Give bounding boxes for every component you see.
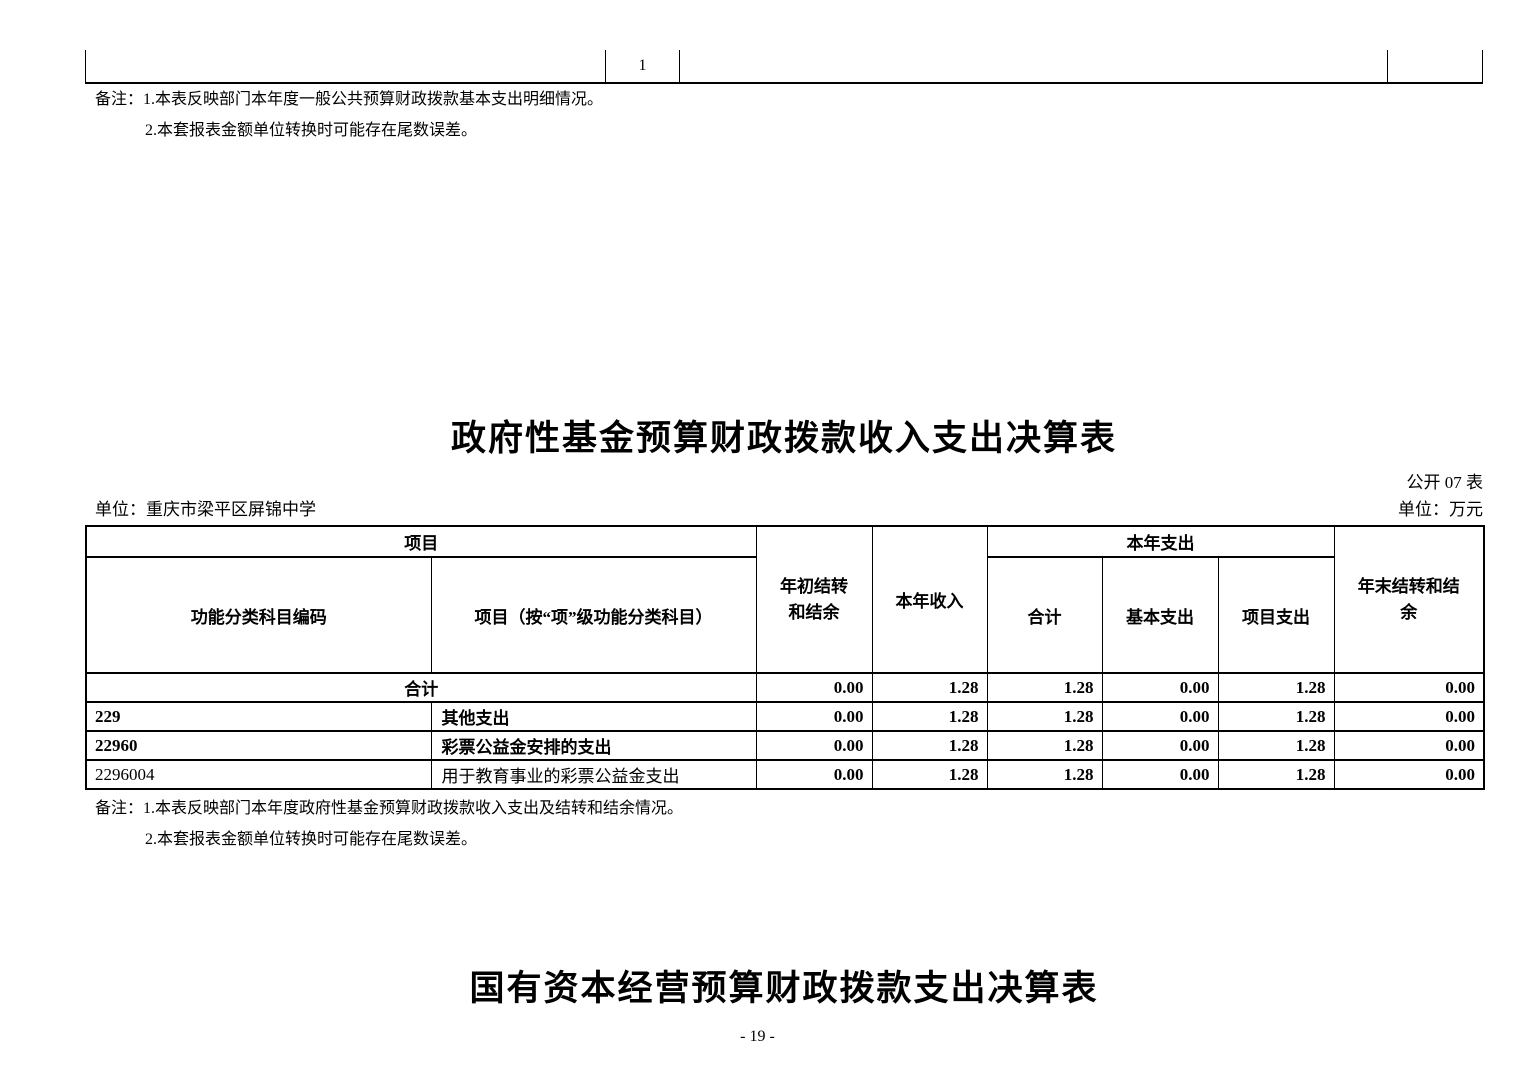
header-basic-expense: 基本支出	[1101, 556, 1219, 674]
value-cell: 0.00	[1101, 701, 1219, 732]
value-cell: 1.28	[871, 730, 988, 761]
header-project-group: 项目	[85, 525, 757, 558]
value-cell: 1.28	[986, 759, 1103, 790]
fragment-cell-empty-3	[1388, 50, 1482, 82]
value-cell: 0.00	[755, 672, 873, 703]
gov-fund-table: 项目 年初结转 和结余 本年收入 本年支出 年末结转和结 余 功能分类科目编码 …	[85, 525, 1485, 790]
notes-top-line2: 2.本套报表金额单位转换时可能存在尾数误差。	[145, 122, 478, 139]
notes-bottom-text1: 1.本表反映部门本年度政府性基金预算财政拨款收入支出及结转和结余情况。	[143, 800, 684, 817]
value-cell: 1.28	[1217, 759, 1335, 790]
value-cell: 1.28	[1217, 672, 1335, 703]
header-begin-balance: 年初结转 和结余	[755, 525, 873, 674]
header-row-1: 项目 年初结转 和结余 本年收入 本年支出 年末结转和结 余	[85, 525, 1485, 674]
unit-currency-label: 单位：万元	[1398, 500, 1483, 519]
header-year-income: 本年收入	[871, 525, 988, 674]
table-code-label: 公开 07 表	[1406, 473, 1484, 492]
value-cell: 0.00	[1333, 759, 1485, 790]
value-cell: 1.28	[871, 759, 988, 790]
state-owned-capital-table-title: 国有资本经营预算财政拨款支出决算表	[469, 969, 1099, 1008]
value-cell: 0.00	[755, 759, 873, 790]
value-cell: 1.28	[986, 672, 1103, 703]
value-cell: 0.00	[755, 730, 873, 761]
item-cell: 彩票公益金安排的支出	[430, 730, 757, 761]
value-cell: 1.28	[1217, 701, 1335, 732]
table-row-2296004: 2296004 用于教育事业的彩票公益金支出 0.00 1.28 1.28 0.…	[85, 759, 1485, 790]
notes-top-prefix: 备注：	[95, 91, 144, 108]
page-number: - 19 -	[740, 1028, 775, 1045]
header-project-expense: 项目支出	[1217, 556, 1335, 674]
header-year-expense-group: 本年支出	[986, 525, 1335, 558]
fragment-cell-empty-2	[680, 50, 1388, 82]
row-total-label: 合计	[85, 672, 757, 703]
header-item: 项目（按“项”级功能分类科目）	[430, 556, 757, 674]
unit-organization-label: 单位：重庆市梁平区屏锦中学	[95, 500, 316, 519]
header-end-balance: 年末结转和结 余	[1333, 525, 1485, 674]
notes-top: 备注：1.本表反映部门本年度一般公共预算财政拨款基本支出明细情况。 2.本套报表…	[95, 90, 603, 141]
value-cell: 0.00	[1101, 672, 1219, 703]
header-total: 合计	[986, 556, 1103, 674]
item-cell: 用于教育事业的彩票公益金支出	[430, 759, 757, 790]
func-code-cell: 229	[85, 701, 432, 732]
item-cell: 其他支出	[430, 701, 757, 732]
value-cell: 0.00	[755, 701, 873, 732]
notes-bottom-line2: 2.本套报表金额单位转换时可能存在尾数误差。	[145, 831, 478, 848]
value-cell: 0.00	[1101, 730, 1219, 761]
header-func-code: 功能分类科目编码	[85, 556, 432, 674]
value-cell: 0.00	[1333, 730, 1485, 761]
gov-fund-table-title: 政府性基金预算财政拨款收入支出决算表	[450, 419, 1117, 458]
value-cell: 1.28	[871, 701, 988, 732]
previous-table-fragment: 1	[85, 50, 1483, 84]
table-row-22960: 22960 彩票公益金安排的支出 0.00 1.28 1.28 0.00 1.2…	[85, 730, 1485, 761]
notes-bottom-prefix: 备注：	[95, 800, 144, 817]
value-cell: 0.00	[1333, 701, 1485, 732]
value-cell: 0.00	[1101, 759, 1219, 790]
func-code-cell: 22960	[85, 730, 432, 761]
table-row-229: 229 其他支出 0.00 1.28 1.28 0.00 1.28 0.00	[85, 701, 1485, 732]
value-cell: 1.28	[1217, 730, 1335, 761]
value-cell: 0.00	[1333, 672, 1485, 703]
table-row-total: 合计 0.00 1.28 1.28 0.00 1.28 0.00	[85, 672, 1485, 703]
value-cell: 1.28	[871, 672, 988, 703]
notes-bottom-line1: 备注：1.本表反映部门本年度政府性基金预算财政拨款收入支出及结转和结余情况。	[95, 799, 683, 819]
fragment-cell-empty-1	[86, 50, 606, 82]
header-row-2: 功能分类科目编码 项目（按“项”级功能分类科目） 合计 基本支出 项目支出	[85, 556, 1484, 674]
notes-top-text1: 1.本表反映部门本年度一般公共预算财政拨款基本支出明细情况。	[143, 91, 604, 108]
fragment-cell-value: 1	[606, 50, 680, 82]
func-code-cell: 2296004	[85, 759, 432, 790]
value-cell: 1.28	[986, 701, 1103, 732]
notes-bottom: 备注：1.本表反映部门本年度政府性基金预算财政拨款收入支出及结转和结余情况。 2…	[95, 799, 683, 850]
notes-top-line1: 备注：1.本表反映部门本年度一般公共预算财政拨款基本支出明细情况。	[95, 90, 603, 110]
value-cell: 1.28	[986, 730, 1103, 761]
